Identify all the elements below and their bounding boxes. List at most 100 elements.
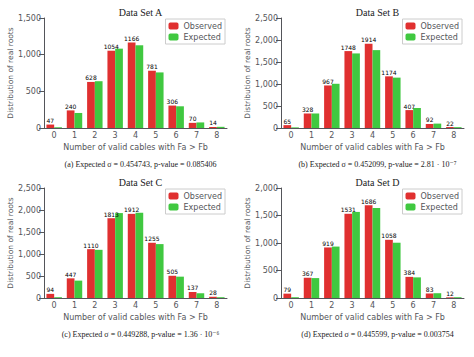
svg-text:1174: 1174	[381, 69, 396, 76]
svg-text:Number of valid cables with Fa: Number of valid cables with Fa > Fb	[63, 313, 208, 322]
svg-text:3: 3	[350, 301, 355, 310]
svg-text:5: 5	[390, 131, 395, 140]
svg-text:65: 65	[283, 118, 291, 125]
svg-text:0: 0	[289, 131, 294, 140]
svg-text:Distribution of real roots: Distribution of real roots	[243, 197, 252, 288]
svg-text:8: 8	[451, 301, 456, 310]
svg-text:3: 3	[350, 131, 355, 140]
svg-text:4: 4	[370, 301, 375, 310]
svg-text:2: 2	[329, 131, 334, 140]
svg-text:Observed: Observed	[184, 192, 223, 201]
svg-text:Distribution of real roots: Distribution of real roots	[6, 197, 15, 288]
svg-text:28: 28	[209, 289, 217, 296]
svg-text:Data Set C: Data Set C	[119, 177, 163, 188]
svg-text:(d) Expected σ = 0.445599, p-v: (d) Expected σ = 0.445599, p-value = 0.0…	[301, 330, 453, 339]
svg-text:Number of valid cables with Fa: Number of valid cables with Fa > Fb	[300, 313, 445, 322]
svg-text:83: 83	[426, 286, 434, 293]
svg-text:1166: 1166	[124, 35, 139, 42]
svg-text:1110: 1110	[83, 242, 98, 249]
svg-text:5: 5	[390, 301, 395, 310]
svg-text:2: 2	[329, 301, 334, 310]
svg-text:Number of valid cables with Fa: Number of valid cables with Fa > Fb	[300, 143, 445, 152]
svg-text:6: 6	[411, 131, 416, 140]
svg-text:1054: 1054	[104, 43, 119, 50]
svg-text:94: 94	[46, 286, 54, 293]
svg-text:0: 0	[289, 301, 294, 310]
svg-text:500: 500	[263, 102, 278, 111]
svg-text:1914: 1914	[361, 36, 376, 43]
svg-text:7: 7	[194, 301, 199, 310]
svg-text:1748: 1748	[341, 44, 356, 51]
svg-text:(a) Expected σ = 0.454743, p-v: (a) Expected σ = 0.454743, p-value = 0.0…	[65, 160, 217, 169]
svg-text:8: 8	[451, 131, 456, 140]
svg-text:505: 505	[167, 268, 179, 275]
svg-text:407: 407	[404, 103, 416, 110]
svg-text:Distribution of real roots: Distribution of real roots	[6, 27, 15, 118]
svg-text:1: 1	[309, 131, 314, 140]
svg-text:7: 7	[431, 131, 436, 140]
svg-text:4: 4	[133, 131, 138, 140]
svg-text:1,500: 1,500	[255, 211, 278, 220]
svg-text:4: 4	[370, 131, 375, 140]
svg-text:240: 240	[65, 103, 77, 110]
svg-text:1,000: 1,000	[255, 239, 278, 248]
svg-text:500: 500	[263, 266, 278, 275]
svg-text:2,000: 2,000	[255, 36, 278, 45]
svg-text:2,000: 2,000	[18, 206, 41, 215]
svg-text:8: 8	[214, 301, 219, 310]
svg-text:6: 6	[174, 301, 179, 310]
svg-text:1058: 1058	[381, 232, 396, 239]
svg-text:3: 3	[113, 131, 118, 140]
svg-text:1813: 1813	[104, 211, 119, 218]
svg-text:4: 4	[133, 301, 138, 310]
svg-text:5: 5	[153, 131, 158, 140]
svg-text:137: 137	[187, 284, 199, 291]
svg-text:2: 2	[92, 131, 97, 140]
svg-text:447: 447	[65, 271, 77, 278]
svg-text:Expected: Expected	[421, 33, 458, 42]
svg-text:(b) Expected σ = 0.452099, p-v: (b) Expected σ = 0.452099, p-value = 2.8…	[298, 160, 456, 169]
svg-text:1,000: 1,000	[18, 250, 41, 259]
svg-text:Expected: Expected	[184, 203, 221, 212]
svg-text:Expected: Expected	[184, 33, 221, 42]
svg-text:328: 328	[302, 106, 314, 113]
svg-text:1912: 1912	[124, 206, 139, 213]
svg-text:2: 2	[92, 301, 97, 310]
svg-text:7: 7	[431, 301, 436, 310]
svg-text:1686: 1686	[361, 198, 376, 205]
svg-text:Expected: Expected	[421, 203, 458, 212]
svg-text:Distribution of real roots: Distribution of real roots	[243, 27, 252, 118]
svg-text:Observed: Observed	[421, 192, 460, 201]
svg-text:3: 3	[113, 301, 118, 310]
svg-text:1: 1	[72, 131, 77, 140]
svg-text:(c) Expected σ = 0.449288, p-v: (c) Expected σ = 0.449288, p-value = 1.3…	[62, 330, 220, 339]
svg-text:500: 500	[26, 87, 41, 96]
svg-text:1: 1	[72, 301, 77, 310]
svg-text:Observed: Observed	[184, 22, 223, 31]
svg-text:0: 0	[36, 294, 41, 303]
svg-text:8: 8	[214, 131, 219, 140]
svg-text:919: 919	[322, 240, 334, 247]
svg-text:1,500: 1,500	[255, 58, 278, 67]
svg-text:0: 0	[36, 124, 41, 133]
svg-text:967: 967	[322, 78, 334, 85]
svg-text:47: 47	[46, 117, 54, 124]
svg-text:367: 367	[302, 270, 314, 277]
svg-text:1,500: 1,500	[18, 14, 41, 23]
svg-text:2,500: 2,500	[18, 184, 41, 193]
svg-text:Data Set D: Data Set D	[356, 177, 400, 188]
svg-text:Data Set A: Data Set A	[119, 7, 163, 18]
svg-text:306: 306	[167, 98, 179, 105]
svg-text:1255: 1255	[144, 235, 159, 242]
svg-text:2,000: 2,000	[255, 184, 278, 193]
svg-text:500: 500	[26, 272, 41, 281]
svg-text:14: 14	[209, 119, 217, 126]
svg-text:1: 1	[309, 301, 314, 310]
svg-text:0: 0	[52, 301, 57, 310]
svg-text:Number of valid cables with Fa: Number of valid cables with Fa > Fb	[63, 143, 208, 152]
svg-text:1531: 1531	[341, 206, 356, 213]
svg-text:5: 5	[153, 301, 158, 310]
svg-text:1,000: 1,000	[18, 50, 41, 59]
svg-text:1,000: 1,000	[255, 80, 278, 89]
svg-text:6: 6	[174, 131, 179, 140]
